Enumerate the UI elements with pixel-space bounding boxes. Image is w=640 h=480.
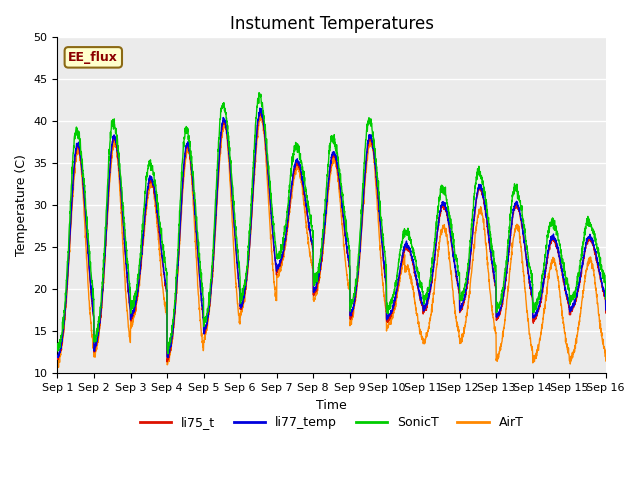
SonicT: [164, 351, 172, 357]
li75_t: [288, 182, 296, 188]
li77_temp: [602, 307, 609, 313]
li75_t: [163, 359, 171, 365]
SonicT: [591, 239, 599, 244]
li77_temp: [288, 182, 296, 188]
Title: Instument Temperatures: Instument Temperatures: [230, 15, 433, 33]
AirT: [264, 190, 272, 196]
li75_t: [591, 249, 599, 255]
li75_t: [264, 170, 272, 176]
SonicT: [288, 154, 296, 160]
SonicT: [532, 300, 540, 306]
li75_t: [148, 180, 156, 186]
AirT: [288, 192, 296, 197]
li77_temp: [54, 352, 61, 358]
SonicT: [602, 296, 609, 302]
li77_temp: [116, 176, 124, 182]
li75_t: [257, 108, 265, 113]
AirT: [602, 358, 609, 364]
AirT: [258, 112, 266, 118]
Y-axis label: Temperature (C): Temperature (C): [15, 155, 28, 256]
li77_temp: [149, 178, 157, 183]
SonicT: [255, 90, 263, 96]
Line: li75_t: li75_t: [58, 110, 605, 362]
AirT: [149, 183, 157, 189]
AirT: [116, 193, 124, 199]
Line: AirT: AirT: [58, 115, 605, 367]
li75_t: [116, 177, 124, 182]
AirT: [54, 360, 61, 366]
Line: SonicT: SonicT: [58, 93, 605, 354]
SonicT: [148, 163, 156, 168]
Line: li77_temp: li77_temp: [58, 108, 605, 358]
SonicT: [264, 158, 272, 164]
li75_t: [54, 355, 61, 360]
SonicT: [116, 166, 124, 172]
li75_t: [532, 313, 540, 319]
Legend: li75_t, li77_temp, SonicT, AirT: li75_t, li77_temp, SonicT, AirT: [134, 411, 529, 434]
AirT: [532, 356, 540, 361]
AirT: [54, 364, 62, 370]
AirT: [591, 280, 599, 286]
X-axis label: Time: Time: [316, 398, 347, 412]
li75_t: [602, 310, 609, 316]
li77_temp: [54, 355, 62, 360]
li77_temp: [264, 170, 272, 176]
Text: EE_flux: EE_flux: [68, 51, 118, 64]
li77_temp: [591, 249, 599, 255]
li77_temp: [256, 105, 264, 111]
li77_temp: [532, 312, 540, 317]
SonicT: [54, 341, 61, 347]
